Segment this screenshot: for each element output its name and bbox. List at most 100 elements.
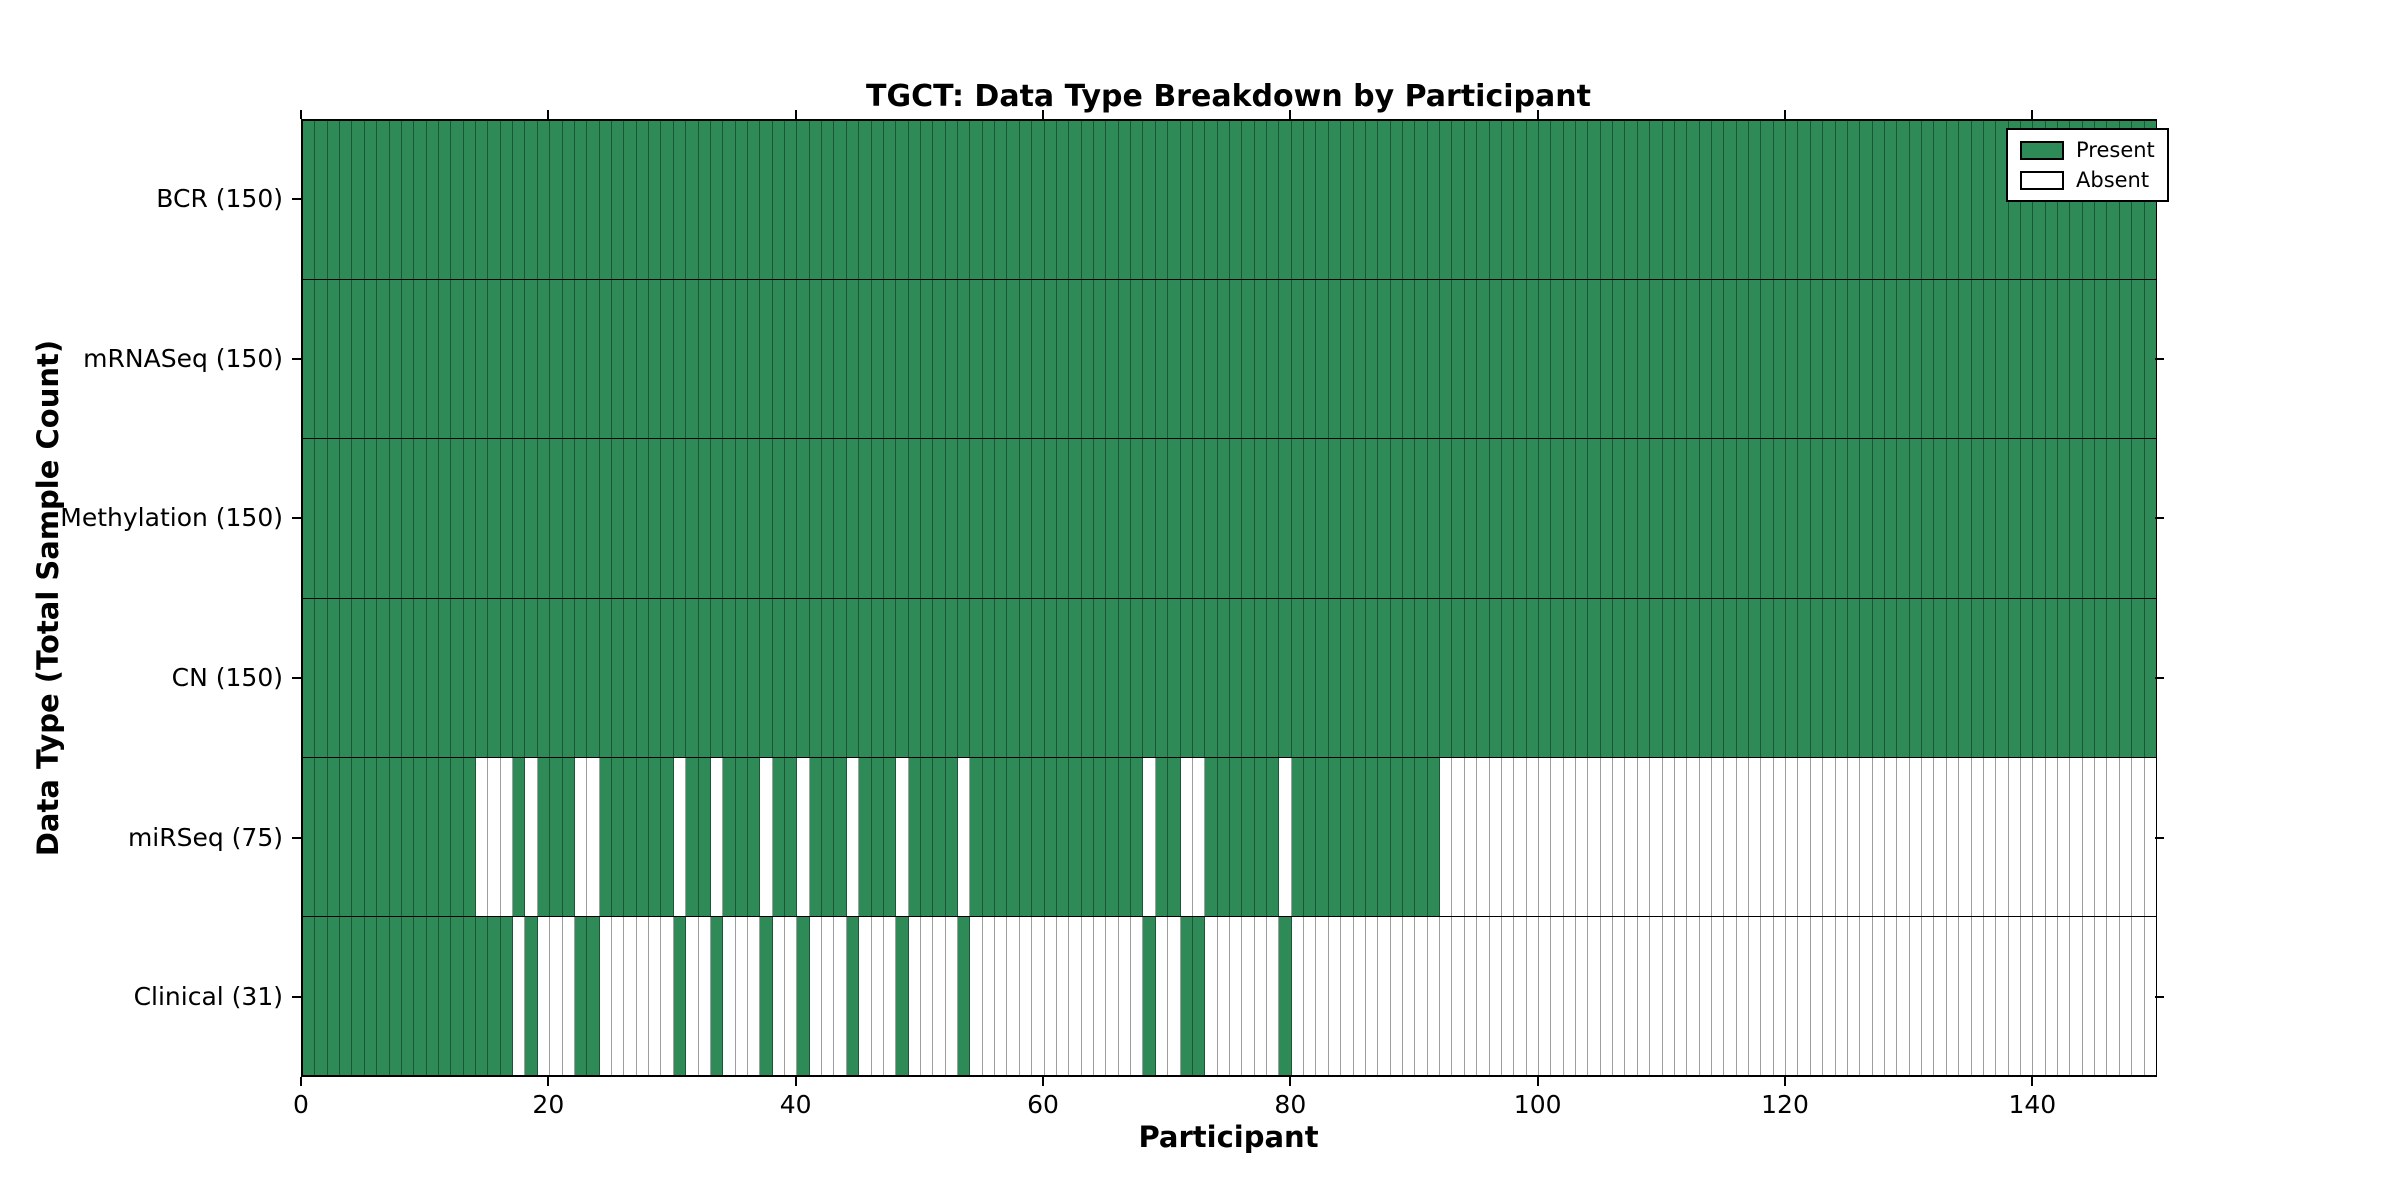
heatmap-cell — [859, 121, 872, 280]
heatmap-cell — [1081, 280, 1094, 439]
heatmap-cell — [1328, 121, 1342, 280]
heatmap-cell — [1106, 280, 1119, 439]
heatmap-cell — [574, 757, 588, 916]
heatmap-cell — [599, 439, 612, 598]
heatmap-cell — [1897, 121, 1910, 280]
x-tick-mark — [1536, 1077, 1539, 1086]
heatmap-cell — [389, 757, 402, 916]
heatmap-cell — [871, 916, 884, 1076]
heatmap-cell — [735, 757, 748, 916]
heatmap-cell — [401, 598, 415, 757]
heatmap-cell — [1538, 916, 1552, 1076]
heatmap-cell — [1773, 757, 1787, 916]
heatmap-cell — [1168, 598, 1181, 757]
heatmap-cell — [574, 121, 588, 280]
heatmap-cell — [426, 598, 439, 757]
heatmap-cell — [1761, 280, 1774, 439]
heatmap-cell — [1934, 757, 1947, 916]
y-tick-mark-right — [2155, 996, 2164, 999]
heatmap-cell — [599, 121, 612, 280]
heatmap-cell — [599, 916, 612, 1076]
heatmap-cell — [1094, 598, 1107, 757]
heatmap-cell — [908, 757, 921, 916]
heatmap-cell — [1056, 916, 1070, 1076]
heatmap-cell — [2070, 757, 2083, 916]
heatmap-cell — [1538, 439, 1552, 598]
heatmap-cell — [1402, 916, 1416, 1076]
heatmap-cell — [364, 757, 378, 916]
heatmap-cell — [1687, 280, 1700, 439]
heatmap-cell — [1946, 598, 1960, 757]
x-tick-label: 120 — [1761, 1090, 1809, 1119]
heatmap-cell — [661, 757, 674, 916]
heatmap-cell — [797, 121, 810, 280]
heatmap-cell — [414, 280, 427, 439]
heatmap-cell — [1996, 916, 2009, 1076]
heatmap-cell — [611, 121, 625, 280]
heatmap-cell — [488, 280, 501, 439]
heatmap-cell — [1131, 598, 1144, 757]
heatmap-cell — [1081, 439, 1094, 598]
heatmap-cell — [463, 598, 477, 757]
heatmap-cell — [1872, 280, 1885, 439]
y-axis-title: Data Type (Total Sample Count) — [31, 339, 65, 857]
heatmap-cell — [1934, 439, 1947, 598]
heatmap-cell — [1749, 916, 1762, 1076]
heatmap-cell — [1538, 598, 1552, 757]
heatmap-cell — [859, 280, 872, 439]
heatmap-cell — [945, 280, 959, 439]
heatmap-cell — [1254, 916, 1268, 1076]
heatmap-cell — [871, 121, 884, 280]
heatmap-cell — [1922, 121, 1935, 280]
heatmap-cell — [1316, 121, 1329, 280]
heatmap-cell — [340, 439, 353, 598]
heatmap-cell — [1316, 757, 1329, 916]
heatmap-cell — [1402, 280, 1416, 439]
heatmap-cell — [1650, 121, 1663, 280]
heatmap-cell — [315, 280, 328, 439]
heatmap-cell — [846, 121, 860, 280]
heatmap-cell — [463, 121, 477, 280]
heatmap-cell — [1229, 121, 1243, 280]
heatmap-cell — [1823, 439, 1836, 598]
heatmap-cell — [846, 439, 860, 598]
heatmap-cell — [1637, 916, 1651, 1076]
x-tick-mark-top — [1784, 110, 1786, 119]
heatmap-cell — [1563, 439, 1577, 598]
heatmap-cell — [1600, 757, 1614, 916]
heatmap-cell — [1118, 121, 1132, 280]
heatmap-cell — [1934, 598, 1947, 757]
heatmap-cell — [1007, 916, 1020, 1076]
heatmap-cell — [945, 439, 959, 598]
heatmap-cell — [389, 598, 402, 757]
heatmap-cell — [958, 121, 971, 280]
heatmap-cell — [958, 280, 971, 439]
heatmap-cell — [550, 121, 563, 280]
heatmap-cell — [1365, 121, 1379, 280]
heatmap-cell — [2095, 757, 2108, 916]
heatmap-cell — [1761, 916, 1774, 1076]
heatmap-cell — [1477, 280, 1490, 439]
heatmap-cell — [1699, 916, 1712, 1076]
heatmap-cell — [1279, 280, 1292, 439]
heatmap-cell — [995, 916, 1008, 1076]
heatmap-cell — [1019, 280, 1033, 439]
heatmap-cell — [1267, 121, 1280, 280]
heatmap-cell — [723, 121, 736, 280]
heatmap-cell — [1365, 439, 1379, 598]
heatmap-cell — [1773, 916, 1787, 1076]
heatmap-cell — [822, 598, 835, 757]
heatmap-cell — [797, 439, 810, 598]
heatmap-cell — [2045, 598, 2059, 757]
heatmap-cell — [1897, 439, 1910, 598]
heatmap-cell — [1662, 280, 1675, 439]
heatmap-cell — [1217, 439, 1230, 598]
heatmap-cell — [686, 757, 699, 916]
heatmap-cell — [822, 121, 835, 280]
heatmap-cell — [1489, 280, 1502, 439]
heatmap-cell — [1674, 439, 1688, 598]
heatmap-cell — [1847, 280, 1861, 439]
heatmap-cell — [859, 439, 872, 598]
heatmap-cell — [1835, 280, 1848, 439]
heatmap-cell — [636, 439, 650, 598]
